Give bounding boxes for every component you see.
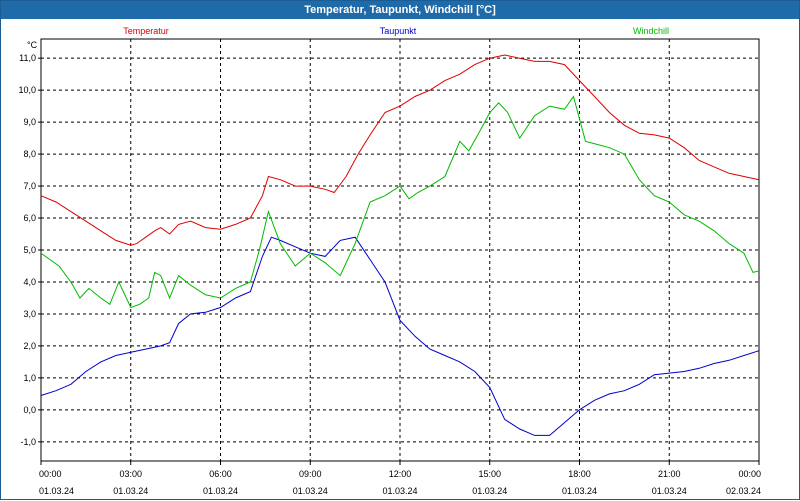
y-tick-label: -1,0: [20, 437, 36, 447]
y-tick-label: 4,0: [23, 277, 36, 287]
x-tick-date-label: 01.03.24: [113, 486, 148, 496]
x-tick-date-label: 01.03.24: [203, 486, 238, 496]
x-tick-time-label: 15:00: [478, 469, 501, 479]
x-tick-time-label: 21:00: [658, 469, 681, 479]
chart-title: Temperatur, Taupunkt, Windchill [°C]: [1, 1, 799, 19]
y-tick-label: 10,0: [18, 85, 36, 95]
x-tick-time-label: 00:00: [39, 469, 62, 479]
x-tick-date-label: 01.03.24: [39, 486, 74, 496]
x-tick-time-label: 03:00: [119, 469, 142, 479]
x-tick-time-label: 06:00: [209, 469, 232, 479]
series-line-temperatur: [40, 54, 760, 246]
legend-windchill: Windchill: [633, 26, 669, 36]
y-tick-label: 1,0: [23, 373, 36, 383]
y-tick-label: 9,0: [23, 117, 36, 127]
y-tick-label: 3,0: [23, 309, 36, 319]
x-tick-date-label: 01.03.24: [293, 486, 328, 496]
x-tick-date-label: 01.03.24: [652, 486, 687, 496]
y-tick-label: 8,0: [23, 149, 36, 159]
x-tick-time-label: 18:00: [568, 469, 591, 479]
y-tick-label: 5,0: [23, 245, 36, 255]
legend-temperatur: Temperatur: [123, 26, 169, 36]
legend-taupunkt: Taupunkt: [380, 26, 417, 36]
x-tick-time-label: 12:00: [389, 469, 412, 479]
y-tick-label: 11,0: [19, 53, 36, 63]
y-tick-label: 6,0: [23, 213, 36, 223]
x-tick-time-label: 09:00: [299, 469, 322, 479]
x-tick-date-label: 01.03.24: [562, 486, 597, 496]
y-tick-label: 2,0: [23, 341, 36, 351]
y-tick-label: 0,0: [23, 405, 36, 415]
series-line-taupunkt: [40, 236, 760, 436]
x-tick-date-label: 01.03.24: [472, 486, 507, 496]
x-tick-date-label: 01.03.24: [382, 486, 417, 496]
y-axis-label: °C: [27, 40, 38, 50]
x-tick-date-label: 02.03.24: [726, 486, 761, 496]
y-tick-label: 7,0: [23, 181, 36, 191]
series-line-windchill: [40, 95, 760, 309]
x-tick-time-label: 00:00: [738, 469, 761, 479]
